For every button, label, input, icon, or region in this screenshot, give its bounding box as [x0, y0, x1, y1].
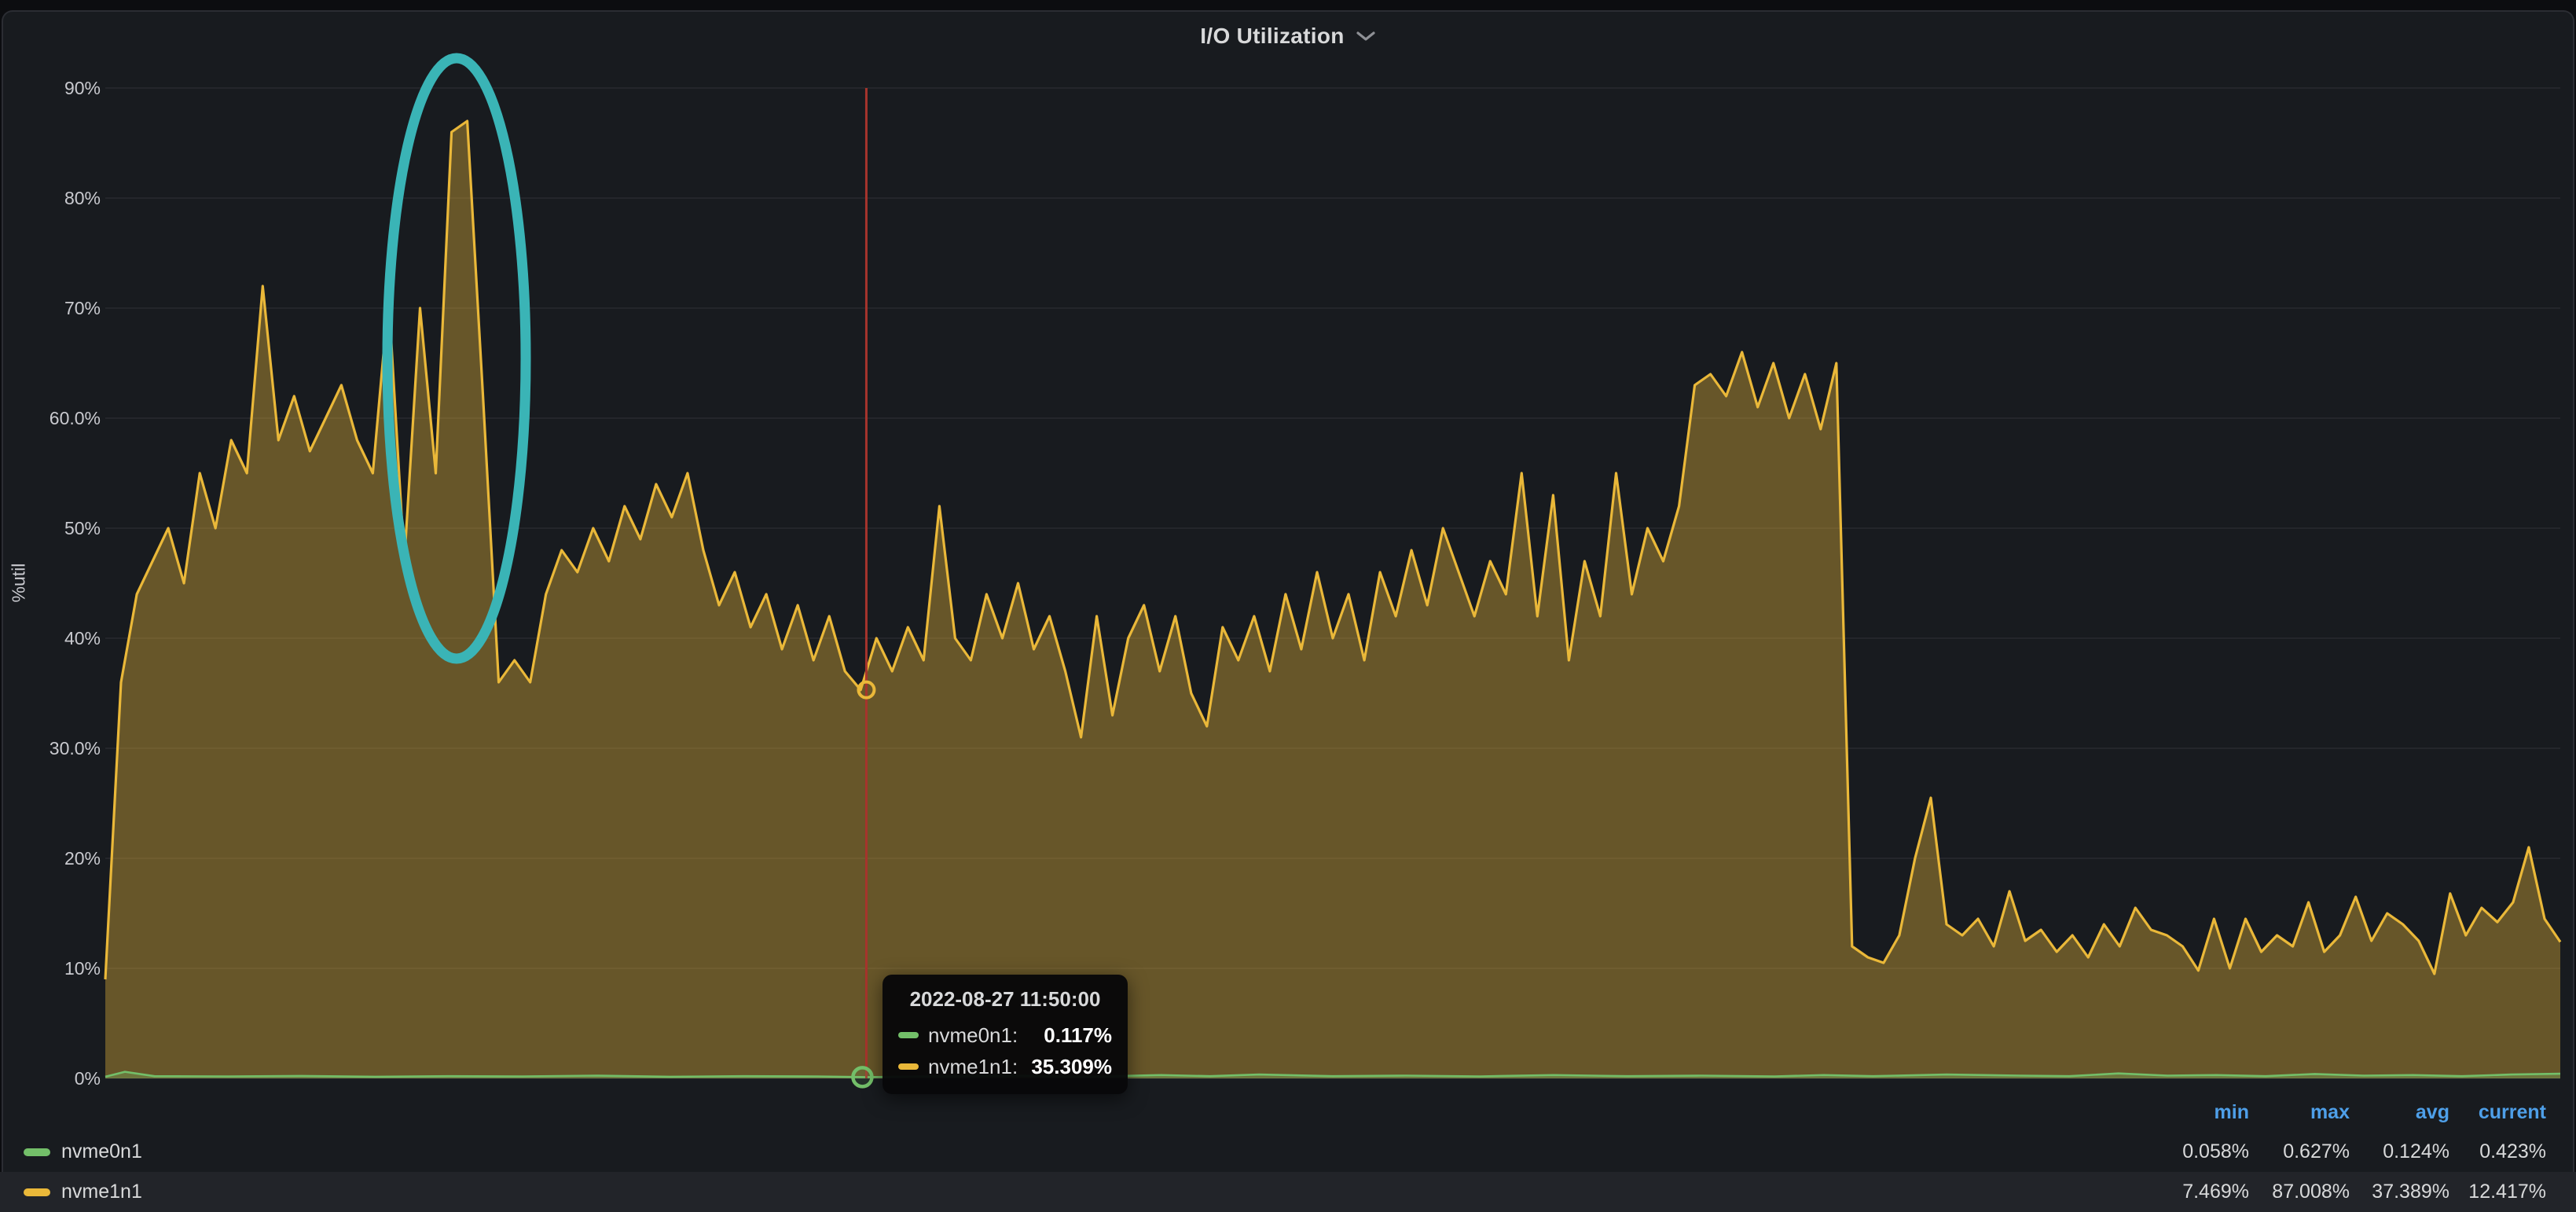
y-axis-title: %util — [8, 563, 29, 603]
y-tick-label: 30.0% — [49, 738, 101, 758]
series-color-dash — [898, 1063, 919, 1070]
legend-stat-avg: 0.124% — [2383, 1140, 2449, 1162]
series-line-nvme1n1 — [104, 119, 2562, 980]
cursor-point-nvme1n1 — [857, 680, 876, 700]
legend-stat-min: 0.058% — [2182, 1140, 2249, 1162]
series-color-swatch — [24, 1188, 50, 1196]
legend-series-name[interactable]: nvme0n1 — [61, 1140, 142, 1162]
y-tick-label: 50% — [64, 518, 101, 538]
y-tick-label: 60.0% — [49, 408, 101, 428]
chevron-down-icon[interactable] — [1356, 30, 1376, 42]
y-tick-label: 80% — [64, 188, 101, 208]
legend-stat-avg: 37.389% — [2372, 1181, 2449, 1203]
legend-stat-max: 87.008% — [2272, 1181, 2350, 1203]
legend-stat-current: 0.423% — [2479, 1140, 2546, 1162]
y-tick-label: 10% — [64, 958, 101, 979]
legend-header-row: min max avg current — [0, 1093, 2576, 1132]
tooltip-series-label: nvme0n1: — [928, 1023, 1018, 1047]
series-line-nvme0n1 — [105, 1071, 2561, 1078]
y-tick-label: 20% — [64, 848, 101, 869]
series-color-swatch — [24, 1148, 50, 1156]
legend-stat-current: 12.417% — [2468, 1181, 2546, 1203]
legend-header-min[interactable]: min — [2214, 1101, 2249, 1123]
y-tick-label: 40% — [64, 628, 101, 648]
legend-stat-max: 0.627% — [2283, 1140, 2350, 1162]
cursor-point-nvme0n1 — [851, 1066, 874, 1089]
tooltip-series-label: nvme1n1: — [928, 1054, 1018, 1078]
tooltip-series-value: 35.309% — [1031, 1054, 1112, 1078]
series-area-nvme1n1 — [105, 121, 2560, 1078]
tooltip-timestamp: 2022-08-27 11:50:00 — [909, 987, 1101, 1011]
y-tick-label: 0% — [74, 1068, 101, 1089]
panel-header[interactable]: I/O Utilization — [0, 10, 2576, 62]
series-color-dash — [898, 1032, 919, 1038]
legend-stat-min: 7.469% — [2182, 1181, 2249, 1203]
legend-series-name[interactable]: nvme1n1 — [61, 1181, 142, 1203]
y-tick-label: 90% — [64, 78, 101, 98]
grafana-panel — [2, 10, 2574, 1212]
y-tick-label: 70% — [64, 298, 101, 318]
legend-row-nvme1n1[interactable]: nvme1n1 7.469% 87.008% 37.389% 12.417% — [0, 1172, 2576, 1212]
legend-table: min max avg current nvme0n1 0.058% 0.627… — [0, 1093, 2576, 1212]
legend-header-current[interactable]: current — [2478, 1101, 2546, 1123]
legend-header-max[interactable]: max — [2310, 1101, 2350, 1123]
annotation-circle — [382, 53, 531, 664]
legend-row-nvme0n1[interactable]: nvme0n1 0.058% 0.627% 0.124% 0.423% — [0, 1132, 2576, 1172]
chart-tooltip: 2022-08-27 11:50:00 nvme0n1: 0.117% nvme… — [883, 975, 1128, 1094]
legend-header-avg[interactable]: avg — [2415, 1101, 2449, 1123]
tooltip-row-nvme1n1: nvme1n1: 35.309% — [898, 1051, 1112, 1082]
tooltip-series-value: 0.117% — [1044, 1023, 1112, 1047]
panel-title[interactable]: I/O Utilization — [1200, 24, 1345, 48]
tooltip-row-nvme0n1: nvme0n1: 0.117% — [898, 1019, 1112, 1051]
